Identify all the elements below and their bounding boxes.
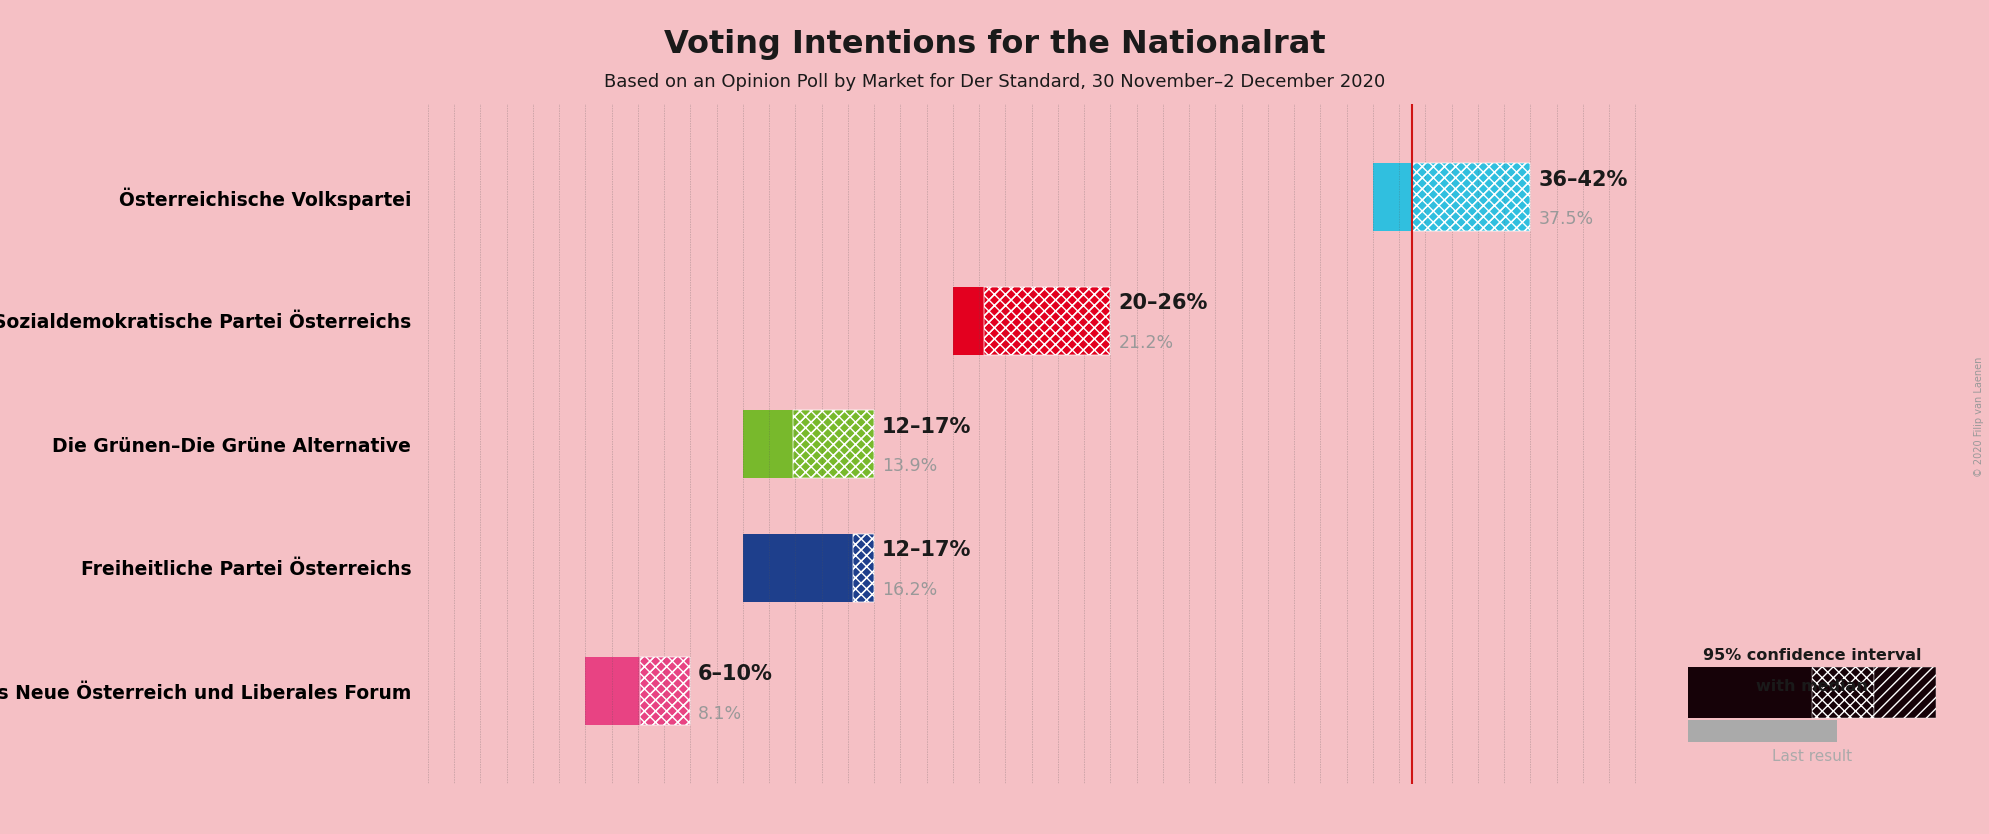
Bar [585,657,640,726]
Text: © 2020 Filip van Laenen: © 2020 Filip van Laenen [1973,357,1983,477]
Bar [853,534,873,601]
Bar [1372,183,1412,210]
Bar [640,657,690,726]
Bar [742,410,792,478]
Bar [1412,163,1530,231]
Bar [1372,163,1412,231]
Text: 16.2%: 16.2% [881,581,937,599]
Text: Based on an Opinion Poll by Market for Der Standard, 30 November–2 December 2020: Based on an Opinion Poll by Market for D… [605,73,1384,92]
Bar [585,678,640,705]
Bar [792,410,873,478]
Bar [853,534,873,601]
Bar [1412,163,1530,231]
Text: 37.5%: 37.5% [1537,210,1593,229]
Text: 21.2%: 21.2% [1118,334,1174,352]
Bar [792,410,873,478]
Text: 36–42%: 36–42% [1537,169,1627,189]
Bar [1412,163,1530,231]
Bar [953,307,985,334]
Text: 8.1%: 8.1% [698,705,742,722]
Bar [1810,667,1874,718]
Text: with median: with median [1754,679,1868,694]
Bar [985,287,1110,354]
Text: 12–17%: 12–17% [881,540,971,560]
Bar [853,534,873,601]
Text: 12–17%: 12–17% [881,417,971,437]
Text: 20–26%: 20–26% [1118,294,1207,314]
Bar [1687,720,1836,742]
Bar [792,410,873,478]
Bar [953,287,985,354]
Text: 95% confidence interval: 95% confidence interval [1703,648,1919,663]
Text: Last result: Last result [1770,749,1852,764]
Bar [1874,667,1935,718]
Bar [985,287,1110,354]
Text: 13.9%: 13.9% [881,457,937,475]
Bar [640,657,690,726]
Text: 6–10%: 6–10% [698,664,772,684]
Text: Voting Intentions for the Nationalrat: Voting Intentions for the Nationalrat [664,29,1325,60]
Bar [742,554,853,581]
Bar [1687,667,1810,718]
Bar [640,657,690,726]
Bar [742,534,853,601]
Bar [985,287,1110,354]
Bar [742,430,792,458]
